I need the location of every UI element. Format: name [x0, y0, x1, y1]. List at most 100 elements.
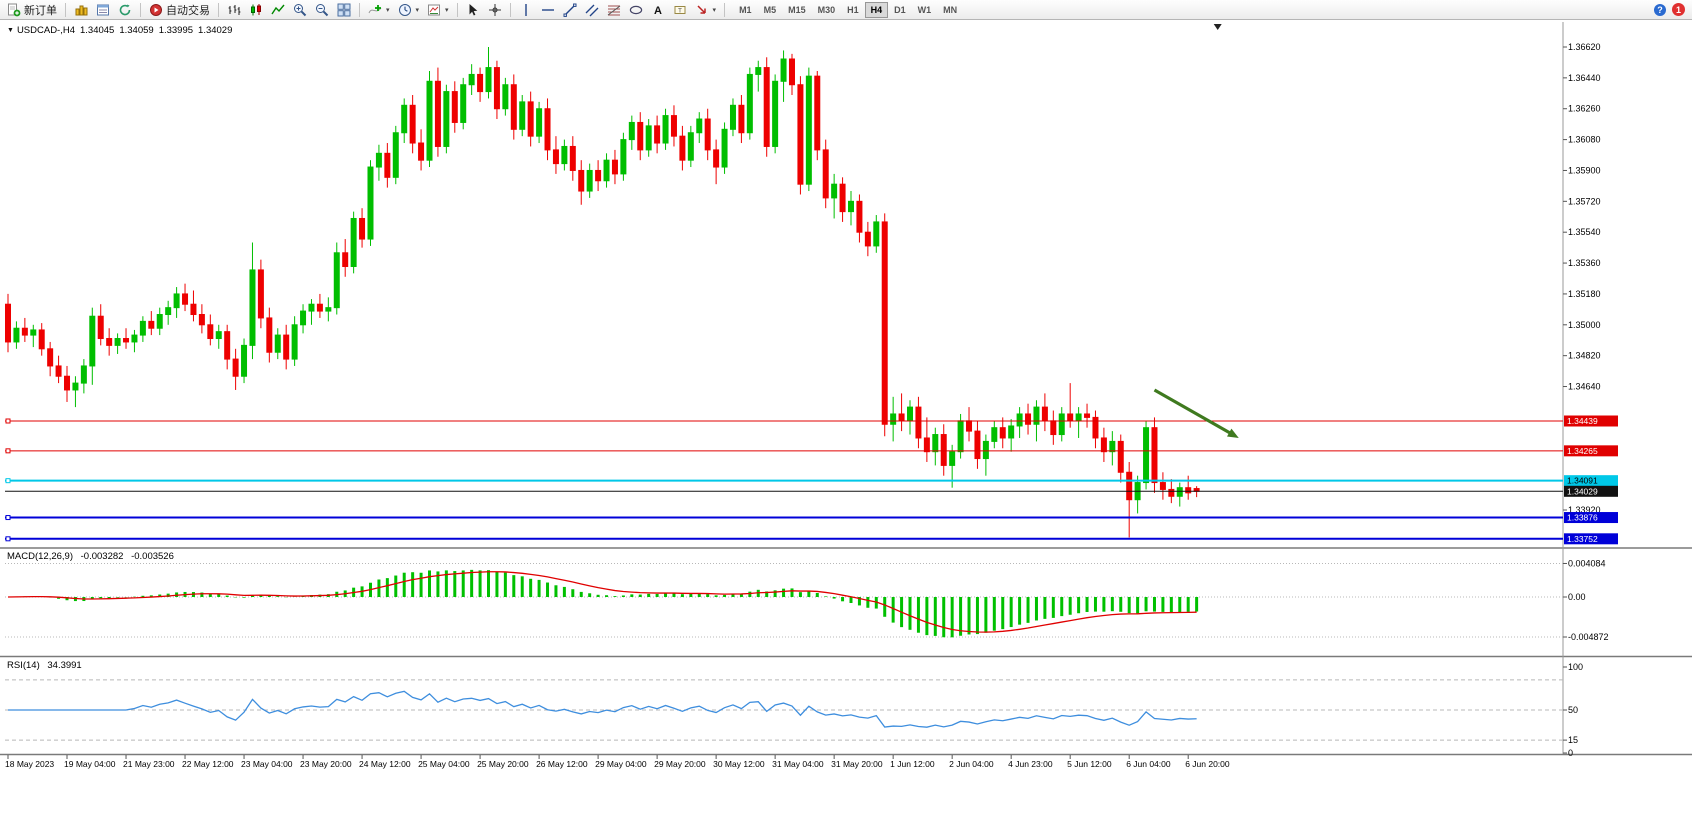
- zoom-in-icon: [294, 3, 307, 16]
- candlestick-chart-button[interactable]: [245, 1, 267, 19]
- shapes-tool-button[interactable]: [625, 1, 647, 19]
- text-icon: A: [654, 5, 662, 17]
- timeframe-MN[interactable]: MN: [937, 2, 963, 18]
- trend-arrow[interactable]: [1153, 388, 1239, 438]
- chart-shift-marker[interactable]: [1213, 24, 1222, 30]
- svg-text:1.34820: 1.34820: [1568, 351, 1601, 361]
- line-chart-icon: [271, 4, 285, 14]
- toolbar-separator: [65, 2, 66, 17]
- svg-text:1.36080: 1.36080: [1568, 135, 1601, 145]
- timeframe-M1[interactable]: M1: [733, 2, 758, 18]
- timeframe-H1[interactable]: H1: [841, 2, 865, 18]
- trendline-tool-button[interactable]: [559, 1, 581, 19]
- svg-text:4 Jun 23:00: 4 Jun 23:00: [1008, 759, 1053, 769]
- svg-text:1.34029: 1.34029: [1567, 486, 1598, 496]
- cursor-button[interactable]: [462, 1, 484, 19]
- toolbar-right-group: ? 1: [1653, 3, 1689, 17]
- text-tool-button[interactable]: A: [647, 1, 669, 19]
- timeframe-group: M1 M5 M15 M30 H1 H4 D1 W1 MN: [733, 1, 963, 18]
- svg-text:6 Jun 04:00: 6 Jun 04:00: [1126, 759, 1171, 769]
- toolbar-separator: [140, 2, 141, 17]
- channel-icon: [585, 4, 599, 16]
- bar-chart-button[interactable]: [223, 1, 245, 19]
- level-line[interactable]: [5, 448, 1563, 454]
- svg-text:22 May 12:00: 22 May 12:00: [182, 759, 234, 769]
- svg-text:1.36620: 1.36620: [1568, 42, 1601, 52]
- svg-text:18 May 2023: 18 May 2023: [5, 759, 54, 769]
- level-line[interactable]: [5, 418, 1563, 424]
- toolbar-separator: [359, 2, 360, 17]
- price-axis[interactable]: 1.36620 1.36440 1.36260 1.36080 1.35900 1.357…: [1563, 42, 1601, 515]
- svg-text:29 May 20:00: 29 May 20:00: [654, 759, 706, 769]
- data-window-button[interactable]: [92, 1, 114, 19]
- help-icon[interactable]: ?: [1653, 3, 1667, 17]
- navigator-icon: [119, 4, 131, 15]
- svg-text:24 May 12:00: 24 May 12:00: [359, 759, 411, 769]
- channel-tool-button[interactable]: [581, 1, 603, 19]
- label-tool-button[interactable]: T: [669, 1, 691, 19]
- timeframe-D1[interactable]: D1: [888, 2, 912, 18]
- autotrading-icon: [150, 3, 162, 16]
- arrows-tool-button[interactable]: ▾: [691, 1, 721, 19]
- market-watch-button[interactable]: [70, 1, 92, 19]
- level-line[interactable]: [5, 478, 1563, 484]
- candlesticks[interactable]: [5, 47, 1200, 538]
- timeframe-W1[interactable]: W1: [912, 2, 938, 18]
- new-order-button[interactable]: 新订单: [3, 1, 61, 19]
- svg-text:1.36260: 1.36260: [1568, 104, 1601, 114]
- ellipse-icon: [629, 5, 642, 14]
- chevron-down-icon: ▾: [415, 6, 420, 14]
- indicators-icon: [368, 4, 382, 13]
- level-line[interactable]: [5, 515, 1563, 521]
- crosshair-button[interactable]: [484, 1, 506, 19]
- new-order-icon: [8, 3, 21, 16]
- time-axis[interactable]: 18 May 2023 19 May 04:00 21 May 23:00 22 Ma…: [5, 755, 1230, 769]
- timeframe-M15[interactable]: M15: [782, 2, 812, 18]
- main-toolbar: 新订单 自动交易 ▾ ▾ ▾: [0, 0, 1692, 20]
- timeframe-M30[interactable]: M30: [812, 2, 842, 18]
- svg-text:1 Jun 12:00: 1 Jun 12:00: [890, 759, 935, 769]
- svg-text:1.34265: 1.34265: [1567, 446, 1598, 456]
- svg-text:-0.004872: -0.004872: [1568, 632, 1609, 642]
- vertical-line-tool-button[interactable]: [515, 1, 537, 19]
- indicators-button[interactable]: ▾: [364, 1, 394, 19]
- svg-text:1.33752: 1.33752: [1567, 534, 1598, 544]
- level-line[interactable]: [5, 536, 1563, 542]
- crosshair-icon: [488, 3, 501, 16]
- svg-text:29 May 04:00: 29 May 04:00: [595, 759, 647, 769]
- svg-text:1.35900: 1.35900: [1568, 165, 1601, 175]
- navigator-button[interactable]: [114, 1, 136, 19]
- rsi-panel[interactable]: 100 50 15 0: [5, 662, 1583, 758]
- svg-text:23 May 04:00: 23 May 04:00: [241, 759, 293, 769]
- svg-text:23 May 20:00: 23 May 20:00: [300, 759, 352, 769]
- fibonacci-tool-button[interactable]: [603, 1, 625, 19]
- svg-text:30 May 12:00: 30 May 12:00: [713, 759, 765, 769]
- label-icon: T: [674, 5, 686, 14]
- fibonacci-icon: [607, 5, 620, 15]
- timeframe-H4[interactable]: H4: [864, 1, 889, 18]
- svg-text:1.35360: 1.35360: [1568, 258, 1601, 268]
- market-watch-icon: [75, 5, 88, 15]
- toolbar-separator: [724, 2, 726, 17]
- svg-text:1.35180: 1.35180: [1568, 289, 1601, 299]
- zoom-in-button[interactable]: [289, 1, 311, 19]
- horizontal-line-icon: [541, 8, 554, 11]
- zoom-out-button[interactable]: [311, 1, 333, 19]
- templates-button[interactable]: ▾: [423, 1, 453, 19]
- chevron-down-icon: ▾: [712, 6, 717, 14]
- macd-panel[interactable]: 0.004084 0.00 -0.004872: [5, 558, 1609, 642]
- svg-text:21 May 23:00: 21 May 23:00: [123, 759, 175, 769]
- svg-text:1.36440: 1.36440: [1568, 73, 1601, 83]
- chevron-down-icon: ▾: [445, 6, 449, 14]
- horizontal-line-tool-button[interactable]: [537, 1, 559, 19]
- vertical-line-icon: [524, 3, 527, 16]
- timeframe-M5[interactable]: M5: [758, 2, 783, 18]
- periods-button[interactable]: ▾: [394, 1, 424, 19]
- tile-windows-button[interactable]: [333, 1, 355, 19]
- autotrading-button[interactable]: 自动交易: [145, 1, 214, 19]
- line-chart-button[interactable]: [267, 1, 289, 19]
- svg-text:31 May 20:00: 31 May 20:00: [831, 759, 883, 769]
- clock-icon: [398, 3, 411, 16]
- notification-badge[interactable]: 1: [1672, 3, 1685, 16]
